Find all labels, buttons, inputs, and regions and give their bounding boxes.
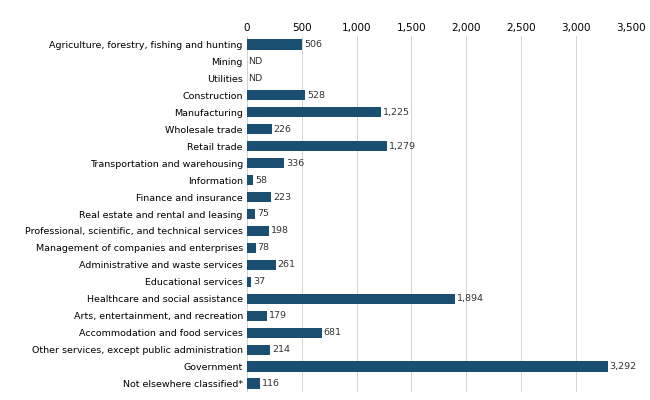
Text: 1,894: 1,894 [456,294,484,303]
Bar [247,209,255,219]
Text: 1,279: 1,279 [389,142,416,151]
Bar [247,328,322,338]
Text: 75: 75 [257,210,269,218]
Bar [247,107,381,117]
Bar [247,311,266,321]
Bar [247,344,270,355]
Text: ND: ND [248,74,263,83]
Bar [247,362,608,372]
Bar [247,39,302,50]
Text: 37: 37 [253,277,265,286]
Text: 528: 528 [307,91,325,100]
Text: 198: 198 [270,226,289,236]
Text: 116: 116 [262,379,279,388]
Text: 336: 336 [286,159,304,168]
Text: 78: 78 [257,244,270,252]
Text: 179: 179 [268,311,287,320]
Text: 226: 226 [274,125,292,134]
Bar [247,141,387,151]
Text: 58: 58 [255,176,267,184]
Bar [247,192,272,202]
Bar [247,378,260,389]
Text: 681: 681 [324,328,342,337]
Text: 3,292: 3,292 [610,362,637,371]
Bar [247,277,251,287]
Text: 261: 261 [278,260,296,269]
Bar [247,158,284,168]
Bar [247,243,255,253]
Bar [247,124,272,134]
Text: 1,225: 1,225 [384,108,410,117]
Text: 506: 506 [304,40,322,49]
Text: 223: 223 [274,192,292,202]
Bar [247,260,276,270]
Bar [247,226,268,236]
Text: ND: ND [248,57,263,66]
Bar [247,90,305,100]
Text: 214: 214 [272,345,291,354]
Bar [247,294,454,304]
Bar [247,175,254,185]
